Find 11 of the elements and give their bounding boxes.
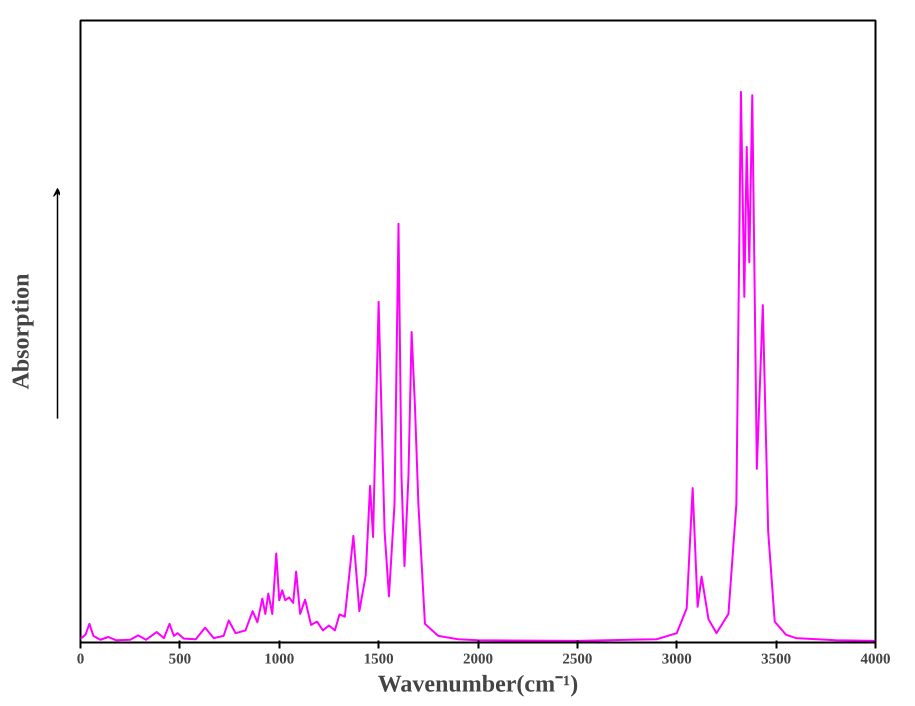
x-tick-label: 1500 — [364, 652, 394, 668]
x-tick-label: 2000 — [463, 652, 493, 668]
x-tick-label: 1000 — [264, 652, 294, 668]
x-axis-title: Wavenumber(cm⁻¹) — [378, 672, 578, 698]
x-tick-label: 500 — [168, 652, 192, 668]
x-tick-label: 3500 — [761, 652, 792, 668]
y-axis-title: Absorption — [8, 273, 34, 390]
x-tick-label: 0 — [76, 652, 84, 668]
x-tick-label: 2500 — [562, 652, 592, 668]
x-tick-label: 4000 — [860, 652, 890, 668]
x-tick-label: 3000 — [662, 652, 692, 668]
